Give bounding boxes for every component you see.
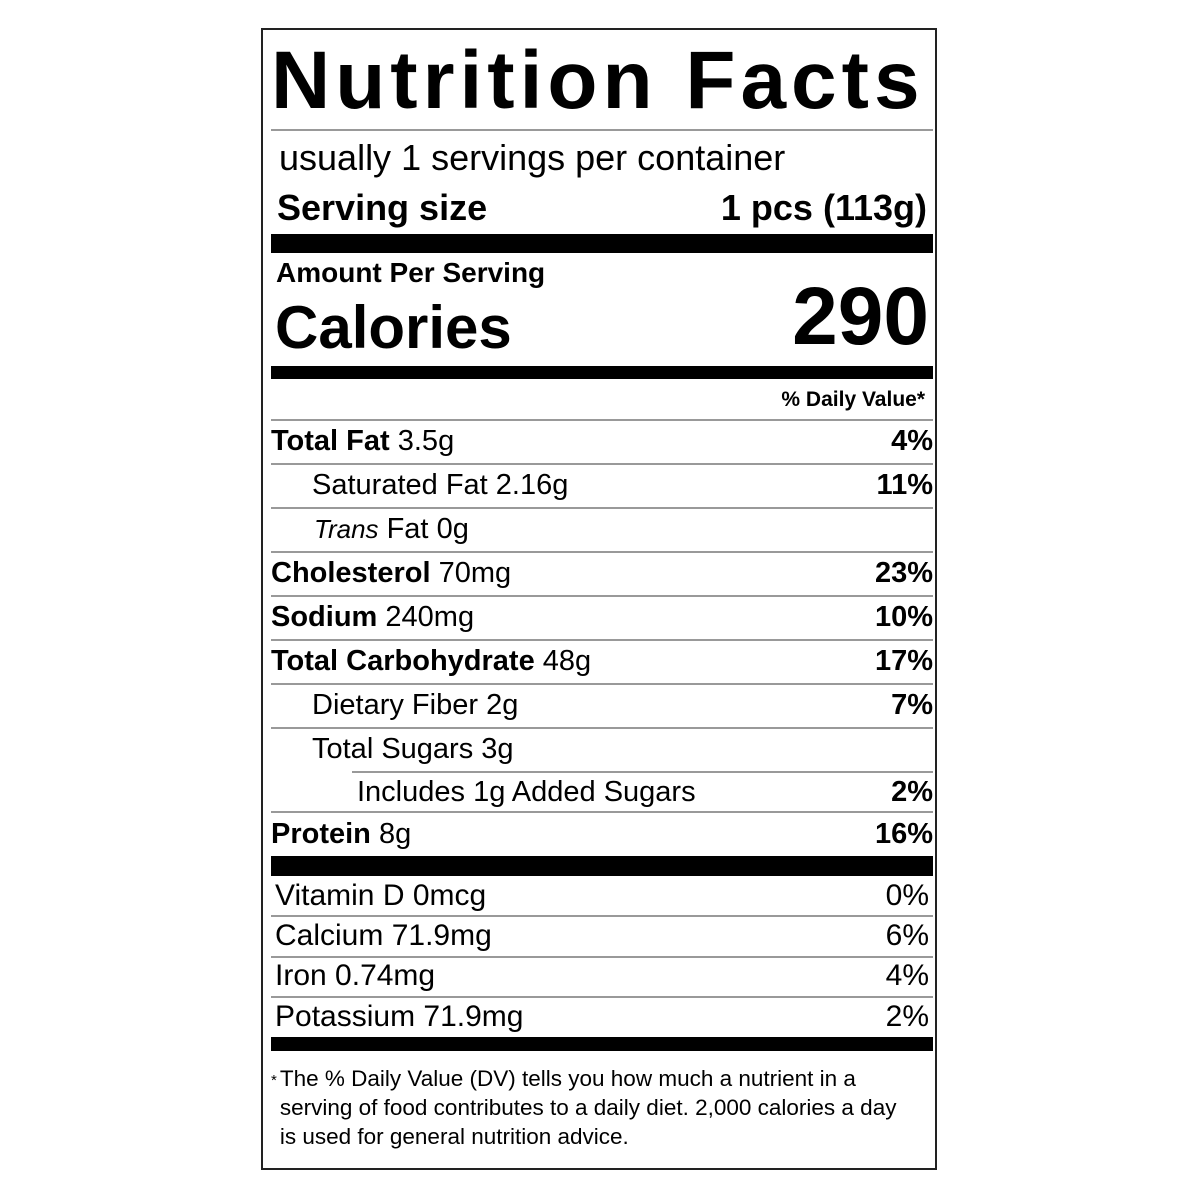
divider [271, 727, 933, 729]
thick-divider [271, 1037, 933, 1051]
nutrient-row-dietary-fiber: Dietary Fiber 2g 7% [271, 690, 933, 720]
divider [271, 595, 933, 597]
vitamin-row-potassium: Potassium 71.9mg 2% [271, 1001, 933, 1033]
nutrient-row-total-fat: Total Fat 3.5g 4% [271, 426, 933, 456]
vitamin-amount: 0mcg [412, 879, 487, 912]
nutrient-name: Total Fat [271, 424, 390, 457]
nutrient-amount: 70mg [438, 556, 512, 589]
nutrient-row-saturated-fat: Saturated Fat 2.16g 11% [271, 470, 933, 500]
divider [271, 507, 933, 509]
divider [271, 996, 933, 998]
divider [271, 463, 933, 465]
nutrient-dv: 23% [874, 556, 933, 589]
nutrient-name-suffix: Fat [386, 512, 429, 545]
thick-divider [271, 234, 933, 253]
divider [271, 811, 933, 813]
nutrient-row-trans-fat: Trans Fat 0g [271, 514, 933, 544]
vitamin-name: Vitamin D [275, 879, 405, 912]
serving-size-label: Serving size [277, 187, 488, 228]
servings-per-container: usually 1 servings per container [279, 137, 786, 178]
vitamin-name: Calcium [275, 919, 384, 952]
daily-value-header: % Daily Value* [781, 388, 925, 411]
vitamin-dv: 0% [885, 879, 929, 912]
nutrient-row-cholesterol: Cholesterol 70mg 23% [271, 558, 933, 588]
nutrient-name: Trans [314, 513, 379, 544]
footnote-text: The % Daily Value (DV) tells you how muc… [279, 1066, 897, 1149]
nutrient-row-added-sugars: Includes 1g Added Sugars 2% [271, 777, 933, 807]
divider [271, 551, 933, 553]
nutrient-name: Cholesterol [271, 556, 431, 589]
vitamin-amount: 71.9mg [391, 919, 492, 952]
calories-label: Calories [275, 294, 512, 361]
nutrient-amount: 2g [486, 688, 519, 721]
nutrient-amount: 240mg [385, 600, 475, 633]
divider [271, 915, 933, 917]
divider [271, 639, 933, 641]
divider [271, 683, 933, 685]
label-title: Nutrition Facts [271, 35, 925, 126]
nutrient-amount: 3g [481, 732, 514, 765]
vitamin-row-iron: Iron 0.74mg 4% [271, 960, 933, 992]
nutrient-dv: 11% [876, 468, 933, 501]
vitamin-dv: 6% [885, 919, 929, 952]
medium-divider [271, 366, 933, 379]
nutrient-name: Dietary Fiber [312, 688, 478, 721]
footnote-asterisk: * [271, 1072, 277, 1089]
vitamin-row-vitamin-d: Vitamin D 0mcg 0% [271, 880, 933, 912]
divider [352, 771, 933, 773]
nutrient-row-protein: Protein 8g 16% [271, 819, 933, 849]
nutrient-name: Protein [271, 817, 371, 850]
serving-size-row: Serving size 1 pcs (113g) [271, 190, 933, 226]
vitamin-row-calcium: Calcium 71.9mg 6% [271, 920, 933, 952]
nutrient-name: Total Carbohydrate [271, 644, 535, 677]
thick-divider [271, 856, 933, 876]
nutrient-amount: 48g [542, 644, 592, 677]
divider [271, 419, 933, 421]
nutrient-amount: 8g [378, 817, 412, 850]
vitamin-dv: 2% [885, 1000, 929, 1033]
nutrition-label [261, 28, 937, 1170]
nutrient-dv: 16% [874, 817, 933, 850]
nutrient-dv: 17% [874, 644, 933, 677]
nutrient-dv: 10% [874, 600, 933, 633]
nutrient-row-sodium: Sodium 240mg 10% [271, 602, 933, 632]
nutrient-row-total-sugars: Total Sugars 3g [271, 734, 933, 764]
nutrient-dv: 4% [891, 424, 933, 457]
nutrient-name: Sodium [271, 600, 378, 633]
divider [271, 129, 933, 131]
nutrient-row-total-carbohydrate: Total Carbohydrate 48g 17% [271, 646, 933, 676]
calories-value: 290 [792, 271, 929, 362]
divider [271, 956, 933, 958]
nutrient-name: Total Sugars [312, 732, 474, 765]
vitamin-dv: 4% [885, 959, 929, 992]
vitamin-amount: 71.9mg [423, 1000, 524, 1033]
nutrient-name: Includes 1g Added Sugars [357, 775, 696, 808]
nutrient-dv: 7% [891, 688, 933, 721]
nutrient-amount: 3.5g [397, 424, 455, 457]
nutrient-dv: 2% [891, 775, 933, 808]
amount-per-serving: Amount Per Serving [276, 257, 546, 288]
vitamin-name: Potassium [275, 1000, 416, 1033]
vitamin-name: Iron [275, 959, 327, 992]
nutrient-name: Saturated Fat [312, 468, 488, 501]
vitamin-amount: 0.74mg [335, 959, 436, 992]
nutrient-amount: 2.16g [495, 468, 569, 501]
serving-size-value: 1 pcs (113g) [720, 187, 927, 228]
nutrient-amount: 0g [436, 512, 469, 545]
footnote: * The % Daily Value (DV) tells you how m… [271, 1064, 911, 1151]
